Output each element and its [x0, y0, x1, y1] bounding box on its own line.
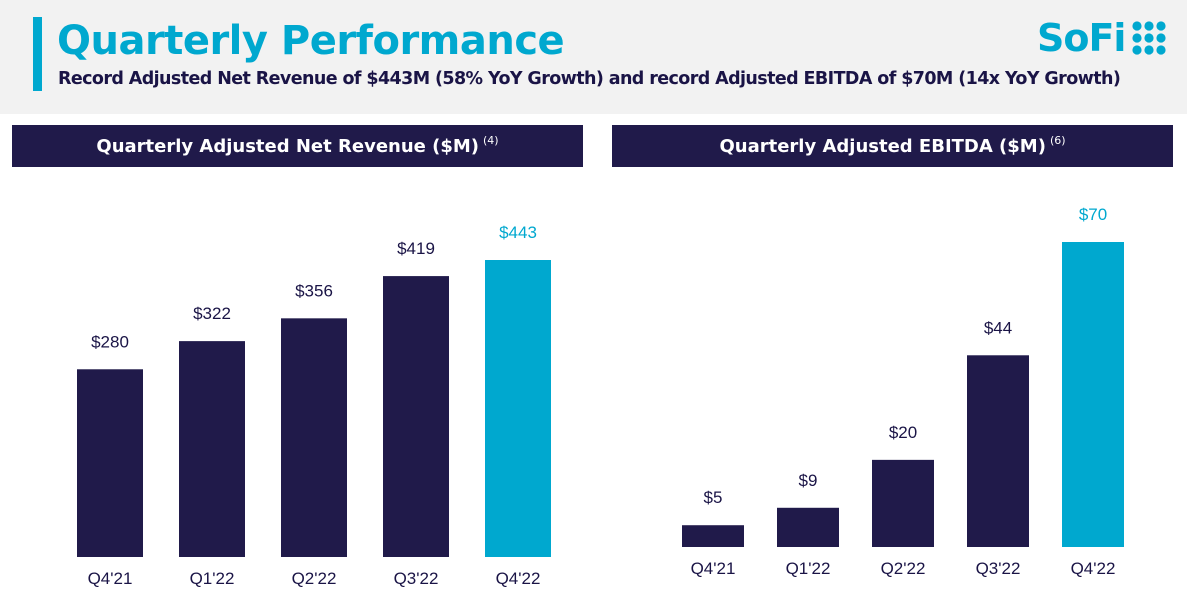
- ebitda-bar-3: [967, 355, 1029, 547]
- revenue-category-label-0: Q4'21: [88, 569, 133, 588]
- ebitda-footnote: (6): [1049, 133, 1066, 147]
- revenue-bar-3: [383, 276, 449, 557]
- ebitda-bar-2: [872, 459, 934, 547]
- page-title: Quarterly Performance: [57, 18, 565, 64]
- revenue-value-label-2: $356: [295, 281, 333, 300]
- ebitda-value-label-4: $70: [1079, 205, 1107, 224]
- ebitda-bar-4: [1062, 242, 1124, 547]
- title-accent-bar: [33, 17, 42, 91]
- slide-header: Quarterly Performance Record Adjusted Ne…: [0, 0, 1187, 114]
- revenue-value-label-4: $443: [499, 223, 537, 242]
- revenue-bar-1: [179, 341, 245, 557]
- revenue-chart-header: Quarterly Adjusted Net Revenue ($M) (4): [12, 125, 583, 167]
- ebitda-category-label-4: Q4'22: [1071, 559, 1116, 578]
- revenue-category-label-2: Q2'22: [292, 569, 337, 588]
- revenue-value-label-3: $419: [397, 239, 435, 258]
- revenue-category-label-3: Q3'22: [394, 569, 439, 588]
- revenue-value-label-1: $322: [193, 304, 231, 323]
- ebitda-category-label-0: Q4'21: [691, 559, 736, 578]
- ebitda-value-label-3: $44: [984, 318, 1012, 337]
- revenue-value-label-0: $280: [91, 332, 129, 351]
- ebitda-bar-0: [682, 525, 744, 547]
- logo-dots-icon: [1132, 21, 1167, 55]
- revenue-bar-chart: $280 Q4'21 $322 Q1'22 $356 Q2'22 $419 Q3'22 $443…: [77, 223, 551, 588]
- ebitda-chart-header: Quarterly Adjusted EBITDA ($M) (6): [612, 125, 1173, 167]
- ebitda-value-label-1: $9: [799, 471, 818, 490]
- revenue-chart-title: Quarterly Adjusted Net Revenue ($M): [96, 135, 480, 157]
- page-subtitle: Record Adjusted Net Revenue of $443M (58…: [58, 69, 1121, 89]
- ebitda-category-label-2: Q2'22: [881, 559, 926, 578]
- ebitda-category-label-1: Q1'22: [786, 559, 831, 578]
- ebitda-bar-1: [777, 507, 839, 547]
- revenue-bar-2: [281, 318, 347, 557]
- ebitda-category-label-3: Q3'22: [976, 559, 1021, 578]
- revenue-category-label-1: Q1'22: [190, 569, 235, 588]
- logo-wordmark: SoFi: [1037, 16, 1126, 60]
- ebitda-value-label-2: $20: [889, 423, 917, 442]
- revenue-category-label-4: Q4'22: [496, 569, 541, 588]
- ebitda-value-label-0: $5: [704, 488, 723, 507]
- revenue-bar-0: [77, 369, 143, 557]
- revenue-footnote: (4): [483, 133, 499, 147]
- revenue-bar-4: [485, 260, 551, 557]
- ebitda-chart-title: Quarterly Adjusted EBITDA ($M): [719, 135, 1046, 157]
- sofi-logo: SoFi: [1037, 16, 1167, 60]
- ebitda-bar-chart: $5 Q4'21 $9 Q1'22 $20 Q2'22 $44 Q3'22 $70 Q4'22: [682, 205, 1124, 578]
